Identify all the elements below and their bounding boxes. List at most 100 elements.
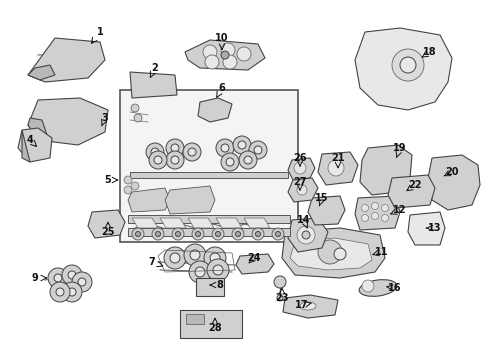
Text: 19: 19 [393, 143, 407, 153]
Circle shape [297, 185, 307, 195]
Text: 8: 8 [217, 280, 223, 290]
Bar [130, 172, 288, 178]
Ellipse shape [359, 280, 397, 296]
Text: 18: 18 [423, 47, 437, 57]
Circle shape [131, 182, 139, 190]
Polygon shape [130, 72, 177, 98]
Bar [120, 90, 298, 242]
Circle shape [328, 160, 344, 176]
Circle shape [334, 248, 346, 260]
Bar [128, 215, 290, 223]
Circle shape [175, 231, 180, 237]
Circle shape [78, 278, 86, 286]
Bar [180, 310, 242, 338]
Circle shape [213, 265, 223, 275]
Circle shape [146, 143, 164, 161]
Text: 12: 12 [393, 205, 407, 215]
Circle shape [239, 151, 257, 169]
Circle shape [362, 280, 374, 292]
Circle shape [221, 51, 229, 59]
Bar [186, 314, 204, 324]
Text: 25: 25 [101, 227, 115, 237]
Polygon shape [288, 158, 315, 180]
Circle shape [221, 144, 229, 152]
Circle shape [221, 153, 239, 171]
Circle shape [216, 231, 220, 237]
Circle shape [244, 156, 252, 164]
Circle shape [272, 228, 284, 240]
Text: 17: 17 [295, 300, 309, 310]
Circle shape [275, 231, 280, 237]
Polygon shape [244, 218, 270, 228]
Circle shape [362, 215, 368, 221]
Circle shape [216, 139, 234, 157]
Circle shape [171, 156, 179, 164]
Circle shape [302, 231, 310, 239]
Circle shape [184, 244, 206, 266]
Circle shape [124, 186, 132, 194]
Text: 11: 11 [375, 247, 389, 257]
Polygon shape [128, 188, 170, 212]
Text: 21: 21 [331, 153, 345, 163]
Circle shape [203, 45, 217, 59]
Circle shape [204, 247, 226, 269]
Circle shape [172, 228, 184, 240]
Circle shape [297, 226, 315, 244]
Polygon shape [28, 38, 105, 82]
Circle shape [223, 55, 237, 69]
Circle shape [382, 215, 389, 221]
Circle shape [189, 261, 211, 283]
Text: 1: 1 [97, 27, 103, 37]
Circle shape [192, 228, 204, 240]
Polygon shape [308, 196, 345, 225]
Circle shape [371, 212, 378, 220]
Circle shape [318, 240, 342, 264]
Polygon shape [283, 295, 338, 318]
Circle shape [232, 228, 244, 240]
Circle shape [155, 231, 161, 237]
Polygon shape [388, 175, 435, 208]
Circle shape [72, 272, 92, 292]
Circle shape [382, 204, 389, 211]
Text: 22: 22 [408, 180, 422, 190]
Polygon shape [236, 254, 274, 274]
Circle shape [56, 288, 64, 296]
Polygon shape [360, 145, 412, 195]
Polygon shape [160, 218, 186, 228]
Circle shape [190, 250, 200, 260]
Text: 3: 3 [101, 113, 108, 123]
Circle shape [205, 55, 219, 69]
Circle shape [54, 274, 62, 282]
Polygon shape [428, 155, 480, 210]
Polygon shape [28, 65, 55, 80]
Circle shape [210, 253, 220, 263]
Circle shape [237, 47, 251, 61]
Circle shape [131, 104, 139, 112]
Circle shape [134, 114, 142, 122]
Polygon shape [355, 28, 452, 110]
Circle shape [166, 151, 184, 169]
Polygon shape [88, 210, 125, 238]
Circle shape [166, 139, 184, 157]
Text: 13: 13 [428, 223, 442, 233]
Circle shape [249, 141, 267, 159]
Circle shape [212, 228, 224, 240]
Circle shape [170, 253, 180, 263]
Polygon shape [132, 218, 158, 228]
Bar [196, 278, 224, 296]
Circle shape [151, 148, 159, 156]
Text: 6: 6 [219, 83, 225, 93]
Polygon shape [198, 98, 232, 122]
Text: 14: 14 [297, 215, 311, 225]
Circle shape [171, 144, 179, 152]
Text: 2: 2 [151, 63, 158, 73]
Polygon shape [408, 212, 445, 245]
Polygon shape [188, 218, 214, 228]
Ellipse shape [300, 302, 316, 310]
Text: 4: 4 [26, 135, 33, 145]
Text: 20: 20 [445, 167, 459, 177]
Circle shape [392, 49, 424, 81]
Polygon shape [355, 196, 400, 230]
Circle shape [136, 231, 141, 237]
Polygon shape [28, 118, 48, 140]
